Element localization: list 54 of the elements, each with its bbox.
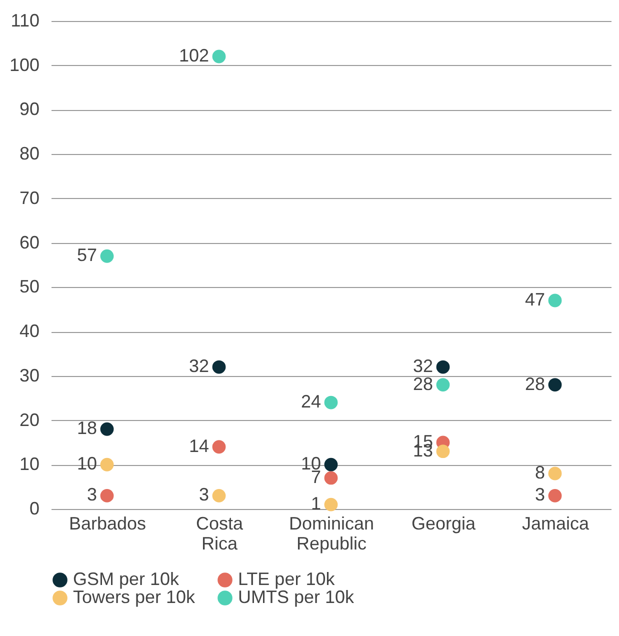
- point: [100, 488, 114, 502]
- x-tick-label: Barbados: [68, 514, 146, 534]
- data-label: 28: [524, 374, 545, 394]
- legend-label: GSM per 10k: [73, 569, 180, 589]
- y-tick-label: 100: [9, 54, 40, 75]
- point: [100, 422, 114, 436]
- point: [548, 294, 562, 308]
- y-tick-label: 60: [19, 232, 40, 252]
- data-label: 28: [412, 374, 433, 394]
- data-label: 57: [76, 245, 97, 266]
- data-label: 3: [534, 484, 545, 505]
- point: [548, 466, 562, 480]
- point: [436, 444, 450, 458]
- data-label: 1: [310, 494, 321, 514]
- y-tick-label: 110: [10, 10, 40, 30]
- y-tick-label: 90: [19, 99, 40, 120]
- data-label: 3: [198, 484, 209, 505]
- point: [324, 458, 338, 472]
- y-tick-label: 0: [29, 498, 40, 518]
- y-tick-label: 40: [19, 321, 40, 342]
- y-tick-label: 80: [19, 144, 40, 164]
- data-label: 14: [188, 436, 209, 456]
- point: [548, 488, 562, 502]
- data-label: 47: [524, 289, 545, 310]
- point: [436, 378, 450, 392]
- x-tick-label: Dominican Republic: [288, 514, 374, 554]
- data-label: 32: [412, 356, 433, 376]
- point: [212, 50, 226, 64]
- y-tick-label: 30: [19, 365, 40, 386]
- point: [324, 498, 338, 512]
- point: [436, 360, 450, 374]
- y-tick-label: 70: [19, 188, 40, 208]
- data-label: 102: [178, 45, 209, 66]
- data-label: 18: [76, 418, 97, 438]
- y-tick-label: 20: [19, 410, 40, 430]
- data-label: 3: [86, 484, 97, 505]
- point: [212, 488, 226, 502]
- data-label: 24: [300, 392, 321, 412]
- point: [100, 249, 114, 263]
- point: [324, 396, 338, 410]
- x-tick-label: Costa Rica: [196, 514, 244, 554]
- x-tick-label: Jamaica: [522, 514, 590, 534]
- data-label: 8: [534, 462, 545, 483]
- point: [324, 471, 338, 485]
- data-label: 10: [76, 454, 97, 474]
- data-label: 32: [188, 356, 209, 376]
- y-tick-label: 10: [19, 454, 40, 474]
- point: [212, 360, 226, 374]
- point: [100, 458, 114, 472]
- legend-label: LTE per 10k: [238, 569, 336, 589]
- point: [212, 440, 226, 454]
- y-tick-label: 50: [19, 276, 40, 297]
- x-tick-label: Georgia: [411, 514, 477, 534]
- point: [548, 378, 562, 392]
